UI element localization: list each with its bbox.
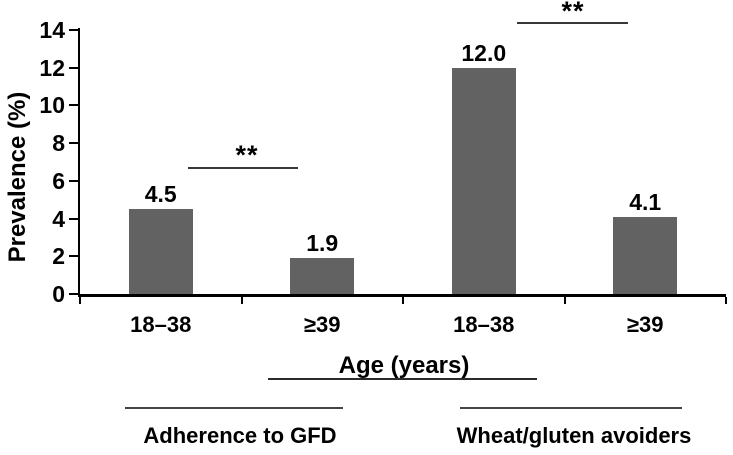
- y-axis-tick-label: 6: [52, 167, 65, 194]
- bar-value-label: 1.9: [306, 230, 339, 257]
- y-axis-tick-label: 14: [39, 17, 65, 43]
- x-axis-tick: [402, 296, 404, 304]
- group-rule-avoiders: [460, 407, 682, 409]
- y-axis-line: [77, 28, 80, 297]
- y-axis-tick: [69, 217, 78, 220]
- y-axis-tick: [69, 293, 78, 295]
- y-axis-tick: [69, 179, 78, 182]
- y-axis-tick-label: 4: [52, 205, 65, 232]
- group-label-avoiders: Wheat/gluten avoiders: [456, 423, 692, 448]
- bar-value-label: 12.0: [461, 39, 507, 66]
- x-axis-title-underline: [268, 378, 537, 380]
- significance-stars-gfd: **: [235, 140, 259, 170]
- x-axis-category-label: ≥39: [303, 312, 341, 337]
- bar-value-label: 4.1: [629, 188, 662, 215]
- y-axis-tick: [69, 255, 78, 258]
- y-axis-tick-label: 2: [52, 243, 65, 270]
- y-axis-tick: [69, 29, 78, 31]
- x-axis-tick: [563, 296, 566, 304]
- bar: [290, 258, 355, 294]
- significance-line-gfd: [188, 167, 298, 169]
- y-axis-tick-label: 8: [52, 130, 65, 157]
- bar-value-label: 4.5: [144, 181, 177, 208]
- y-axis-tick: [69, 66, 78, 69]
- x-axis-line: [77, 294, 726, 297]
- bar: [451, 67, 516, 294]
- y-axis-tick-label: 0: [52, 281, 65, 307]
- x-axis-category-label: 18–38: [130, 312, 192, 337]
- significance-stars-avoiders: **: [561, 0, 585, 26]
- x-axis-title: Age (years): [338, 352, 470, 379]
- x-axis-category-label: 18–38: [453, 312, 515, 337]
- group-label-gfd: Adherence to GFD: [143, 423, 337, 448]
- x-axis-category-label: ≥39: [626, 312, 664, 337]
- bar: [613, 216, 678, 294]
- x-axis-tick: [240, 296, 243, 304]
- significance-line-avoiders: [517, 22, 628, 24]
- y-axis-tick: [69, 104, 78, 107]
- x-axis-tick: [79, 296, 81, 304]
- y-axis-tick-label: 12: [39, 54, 65, 81]
- group-rule-gfd: [125, 407, 343, 409]
- y-axis-tick: [69, 142, 78, 145]
- y-axis-tick-label: 10: [39, 92, 65, 119]
- x-axis-tick: [725, 296, 727, 304]
- bar: [128, 209, 193, 294]
